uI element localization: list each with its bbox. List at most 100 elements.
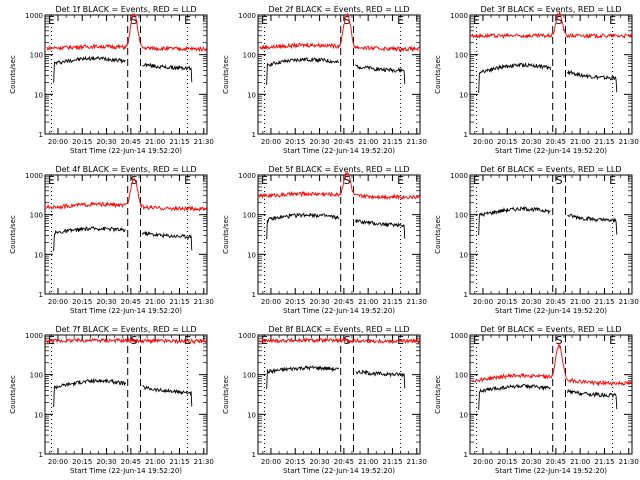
y-tick-label: 1: [39, 451, 43, 459]
x-tick-label: 21:00: [570, 138, 590, 146]
x-tick-label: 20:30: [96, 458, 116, 466]
y-tick-label: 100: [243, 52, 256, 60]
x-tick-label: 21:00: [145, 298, 165, 306]
x-axis-label: Start Time (22-Jun-14 19:52:20): [495, 147, 607, 155]
series-line-events: [266, 56, 340, 85]
chart-panel-5: Det 5f BLACK = Events, RED = LLD 1 10 100 10…: [222, 165, 427, 315]
x-tick-label: 21:30: [619, 298, 639, 306]
series-line-events: [355, 369, 406, 389]
x-tick-label: 20:45: [121, 138, 141, 146]
series-line-events: [478, 206, 551, 236]
y-tick-label: 1000: [450, 12, 468, 20]
y-axis-label: Counts/sec: [222, 55, 230, 94]
x-axis-label: Start Time (22-Jun-14 19:52:20): [283, 147, 395, 155]
series-line-events: [478, 61, 552, 93]
y-tick-label: 1000: [450, 332, 468, 340]
x-tick-label: 20:15: [72, 298, 92, 306]
x-tick-label: 20:45: [121, 298, 141, 306]
series-line-events: [266, 212, 340, 240]
y-axis-label: Counts/sec: [9, 215, 17, 254]
x-tick-label: 21:00: [358, 138, 378, 146]
series-line-events: [53, 377, 127, 407]
x-tick-label: 20:15: [72, 138, 92, 146]
y-axis-label: Counts/sec: [434, 375, 442, 414]
x-tick-label: 20:30: [96, 138, 116, 146]
x-tick-label: 21:30: [407, 298, 427, 306]
x-tick-label: 20:15: [285, 298, 305, 306]
chart-title: Det 4f BLACK = Events, RED = LLD: [55, 165, 196, 174]
x-tick-label: 20:45: [121, 458, 141, 466]
y-tick-label: 100: [30, 212, 43, 220]
chart-panel-2: Det 2f BLACK = Events, RED = LLD 1 10 100 10…: [222, 5, 427, 155]
x-axis-label: Start Time (22-Jun-14 19:52:20): [283, 307, 395, 315]
x-tick-label: 21:00: [358, 298, 378, 306]
x-tick-label: 20:30: [309, 298, 329, 306]
event-marker-label: E: [473, 334, 480, 347]
x-tick-label: 21:30: [407, 458, 427, 466]
event-marker-label: E: [609, 334, 616, 347]
x-tick-label: 20:15: [497, 138, 517, 146]
x-axis-label: Start Time (22-Jun-14 19:52:20): [70, 307, 182, 315]
x-tick-label: 21:30: [194, 458, 214, 466]
y-tick-label: 10: [459, 91, 468, 99]
x-tick-label: 20:15: [72, 458, 92, 466]
event-marker-label: E: [48, 174, 55, 187]
plot-frame: [469, 14, 633, 135]
y-tick-label: 100: [243, 212, 256, 220]
x-tick-label: 20:15: [497, 298, 517, 306]
x-tick-label: 20:00: [261, 138, 281, 146]
x-tick-label: 20:45: [334, 138, 354, 146]
x-tick-label: 21:15: [382, 298, 402, 306]
event-marker-label: E: [261, 14, 268, 27]
y-tick-label: 1: [464, 131, 468, 139]
event-marker-label: E: [609, 174, 616, 187]
event-marker-label: E: [397, 174, 404, 187]
series-line-events: [142, 62, 193, 83]
chart-panel-1: Det 1f BLACK = Events, RED = LLD 1 10 100 10…: [9, 5, 214, 155]
plot-frame: [257, 174, 421, 295]
y-tick-label: 100: [30, 372, 43, 380]
chart-panel-6: Det 6f BLACK = Events, RED = LLD 1 10 100 10…: [434, 165, 639, 315]
x-tick-label: 20:45: [546, 298, 566, 306]
x-tick-label: 20:30: [521, 298, 541, 306]
series-line-events: [567, 213, 618, 235]
x-axis-label: Start Time (22-Jun-14 19:52:20): [495, 467, 607, 475]
series-line-lld: [46, 12, 208, 53]
x-tick-label: 21:30: [194, 138, 214, 146]
x-tick-label: 20:45: [546, 458, 566, 466]
x-tick-label: 21:00: [358, 458, 378, 466]
series-line-lld: [259, 336, 421, 345]
x-tick-label: 21:00: [570, 458, 590, 466]
x-tick-label: 21:15: [169, 298, 189, 306]
y-tick-label: 10: [459, 251, 468, 259]
chart-panel-4: Det 4f BLACK = Events, RED = LLD 1 10 100 10…: [9, 165, 214, 315]
y-tick-label: 1: [39, 291, 43, 299]
series-line-lld: [259, 12, 420, 53]
chart-title: Det 2f BLACK = Events, RED = LLD: [268, 5, 409, 14]
x-tick-label: 21:15: [169, 138, 189, 146]
x-tick-label: 21:15: [382, 138, 402, 146]
y-tick-label: 1000: [25, 12, 43, 20]
plot-frame: [469, 334, 633, 455]
y-axis-label: Counts/sec: [9, 375, 17, 414]
y-tick-label: 100: [455, 52, 468, 60]
x-tick-label: 20:30: [96, 298, 116, 306]
chart-panel-8: Det 8f BLACK = Events, RED = LLD 1 10 100 10…: [222, 325, 427, 475]
series-line-events: [478, 383, 551, 410]
plot-frame: [257, 14, 421, 135]
x-tick-label: 21:15: [594, 458, 614, 466]
x-tick-label: 20:15: [285, 138, 305, 146]
chart-title: Det 9f BLACK = Events, RED = LLD: [480, 325, 621, 334]
y-tick-label: 10: [459, 411, 468, 419]
y-tick-label: 1: [252, 291, 256, 299]
x-tick-label: 20:00: [48, 298, 68, 306]
series-line-events: [142, 230, 193, 251]
y-tick-label: 1: [464, 291, 468, 299]
saa-marker-label: S: [556, 334, 563, 347]
saa-marker-label: S: [344, 174, 351, 187]
y-tick-label: 1000: [25, 332, 43, 340]
y-tick-label: 1: [252, 451, 256, 459]
x-tick-label: 20:00: [261, 298, 281, 306]
x-tick-label: 21:30: [619, 138, 639, 146]
